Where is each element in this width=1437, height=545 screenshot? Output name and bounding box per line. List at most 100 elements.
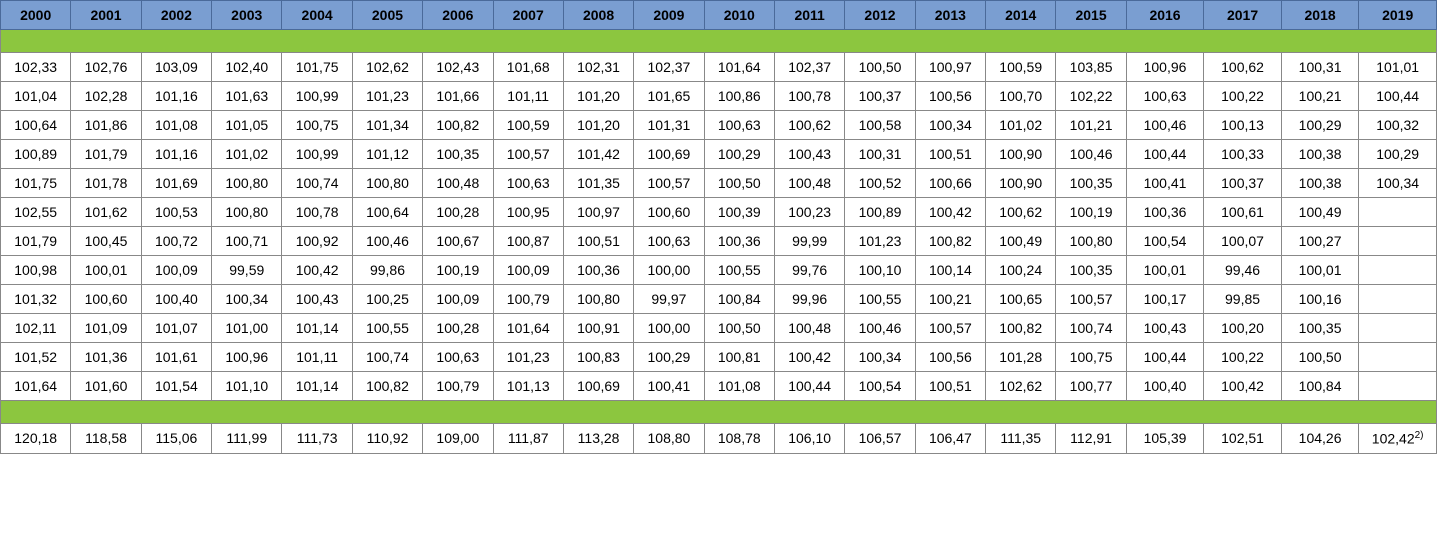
table-cell: 101,69: [141, 169, 211, 198]
table-cell: 100,46: [1056, 140, 1126, 169]
table-cell: 100,28: [423, 198, 493, 227]
table-cell: 100,53: [141, 198, 211, 227]
summary-cell: 108,78: [704, 424, 774, 454]
table-cell: 101,75: [1, 169, 71, 198]
table-cell: 101,09: [71, 314, 141, 343]
column-header: 2012: [845, 1, 915, 30]
table-cell: 101,07: [141, 314, 211, 343]
table-cell: 100,54: [845, 372, 915, 401]
table-cell: 100,97: [563, 198, 633, 227]
table-cell: 100,82: [986, 314, 1056, 343]
table-cell: 101,66: [423, 82, 493, 111]
table-cell: 101,36: [71, 343, 141, 372]
table-cell: 102,22: [1056, 82, 1126, 111]
table-cell: 101,05: [212, 111, 282, 140]
table-cell: 100,80: [563, 285, 633, 314]
table-cell: [1359, 372, 1437, 401]
table-cell: 100,29: [1281, 111, 1359, 140]
table-cell: 100,46: [845, 314, 915, 343]
table-cell: 100,34: [1359, 169, 1437, 198]
table-cell: 102,11: [1, 314, 71, 343]
column-header: 2009: [634, 1, 704, 30]
summary-cell: 118,58: [71, 424, 141, 454]
summary-cell: 111,35: [986, 424, 1056, 454]
table-cell: 100,82: [915, 227, 985, 256]
table-cell: 100,70: [986, 82, 1056, 111]
table-cell: 100,59: [986, 53, 1056, 82]
table-cell: 102,40: [212, 53, 282, 82]
table-cell: 100,60: [71, 285, 141, 314]
table-cell: 100,22: [1204, 82, 1282, 111]
table-cell: 100,34: [915, 111, 985, 140]
table-cell: 100,21: [915, 285, 985, 314]
column-header: 2008: [563, 1, 633, 30]
table-body: 102,33102,76103,09102,40101,75102,62102,…: [1, 30, 1437, 454]
table-cell: 100,35: [1281, 314, 1359, 343]
table-cell: 100,69: [563, 372, 633, 401]
table-cell: 100,34: [845, 343, 915, 372]
table-cell: 100,67: [423, 227, 493, 256]
table-cell: 100,01: [1126, 256, 1204, 285]
table-cell: 100,32: [1359, 111, 1437, 140]
table-cell: 100,59: [493, 111, 563, 140]
table-cell: 100,09: [493, 256, 563, 285]
table-cell: 102,37: [774, 53, 844, 82]
column-header: 2014: [986, 1, 1056, 30]
table-cell: 100,50: [845, 53, 915, 82]
column-header: 2018: [1281, 1, 1359, 30]
table-cell: 100,35: [1056, 169, 1126, 198]
table-cell: 101,20: [563, 111, 633, 140]
table-row: 101,52101,36101,61100,96101,11100,74100,…: [1, 343, 1437, 372]
table-cell: 100,99: [282, 140, 352, 169]
column-header: 2005: [352, 1, 422, 30]
table-cell: 100,78: [774, 82, 844, 111]
table-cell: 100,09: [141, 256, 211, 285]
table-cell: 100,66: [915, 169, 985, 198]
table-cell: 101,31: [634, 111, 704, 140]
table-cell: 100,16: [1281, 285, 1359, 314]
table-cell: 100,35: [423, 140, 493, 169]
column-header: 2011: [774, 1, 844, 30]
table-row: 100,98100,01100,0999,59100,4299,86100,19…: [1, 256, 1437, 285]
table-cell: 100,64: [352, 198, 422, 227]
table-cell: 100,60: [634, 198, 704, 227]
table-cell: 100,44: [1126, 140, 1204, 169]
column-header: 2010: [704, 1, 774, 30]
table-cell: 100,21: [1281, 82, 1359, 111]
table-cell: 100,50: [1281, 343, 1359, 372]
table-cell: 100,42: [282, 256, 352, 285]
table-row: 101,75101,78101,69100,80100,74100,80100,…: [1, 169, 1437, 198]
table-cell: 101,62: [71, 198, 141, 227]
table-cell: 100,37: [1204, 169, 1282, 198]
column-header: 2015: [1056, 1, 1126, 30]
table-cell: 100,78: [282, 198, 352, 227]
table-cell: 100,00: [634, 314, 704, 343]
table-cell: 100,46: [352, 227, 422, 256]
table-cell: 101,61: [141, 343, 211, 372]
table-cell: 100,38: [1281, 169, 1359, 198]
table-row: 102,33102,76103,09102,40101,75102,62102,…: [1, 53, 1437, 82]
table-cell: 101,63: [212, 82, 282, 111]
table-cell: 101,68: [493, 53, 563, 82]
table-cell: 102,37: [634, 53, 704, 82]
table-cell: 100,55: [704, 256, 774, 285]
table-cell: 100,36: [1126, 198, 1204, 227]
table-cell: 101,04: [1, 82, 71, 111]
table-cell: 100,01: [71, 256, 141, 285]
table-cell: 100,90: [986, 140, 1056, 169]
table-cell: 100,51: [915, 140, 985, 169]
table-cell: 100,38: [1281, 140, 1359, 169]
table-cell: 100,56: [915, 82, 985, 111]
table-cell: 100,42: [915, 198, 985, 227]
table-cell: 100,48: [774, 169, 844, 198]
table-cell: 100,80: [1056, 227, 1126, 256]
table-cell: 100,43: [774, 140, 844, 169]
summary-row: 120,18118,58115,06111,99111,73110,92109,…: [1, 424, 1437, 454]
table-cell: 101,64: [704, 53, 774, 82]
table-row: 101,79100,45100,72100,71100,92100,46100,…: [1, 227, 1437, 256]
table-cell: 101,32: [1, 285, 71, 314]
table-cell: 101,13: [493, 372, 563, 401]
table-cell: 100,75: [282, 111, 352, 140]
table-cell: 101,79: [71, 140, 141, 169]
table-cell: 102,43: [423, 53, 493, 82]
